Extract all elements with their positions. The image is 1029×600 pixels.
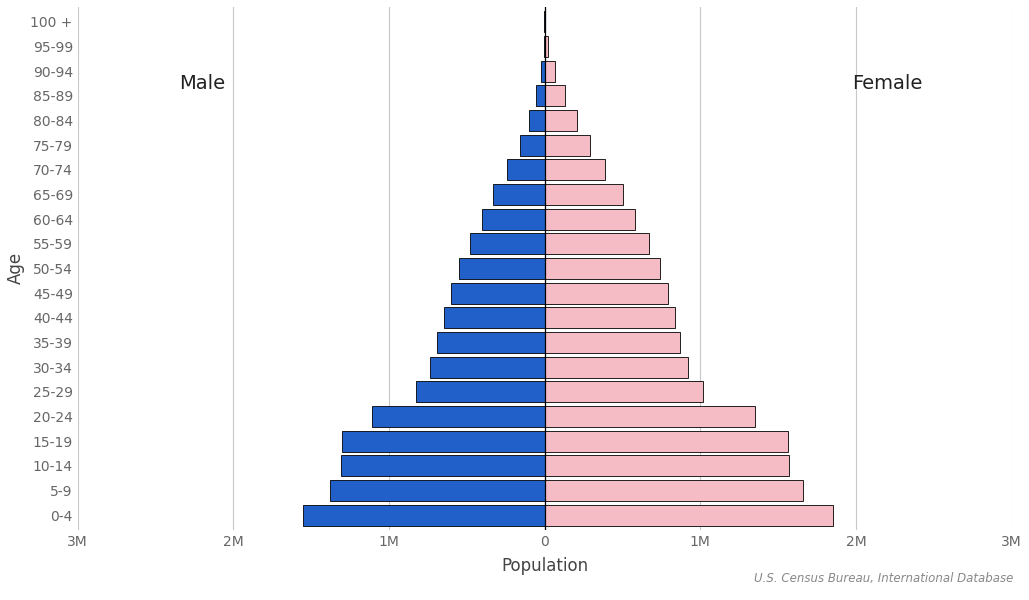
Bar [544,505,832,526]
Bar [541,61,544,82]
Bar [459,258,544,279]
X-axis label: Population: Population [501,557,589,575]
Bar [304,505,544,526]
Bar [544,134,590,155]
Bar [452,283,544,304]
Bar [343,431,544,452]
Bar [507,159,544,180]
Bar [416,381,544,402]
Bar [544,209,635,230]
Bar [544,184,623,205]
Bar [437,332,544,353]
Bar [429,356,544,377]
Text: Male: Male [179,74,225,93]
Bar [544,258,660,279]
Bar [544,455,789,476]
Bar [544,85,565,106]
Bar [544,36,548,57]
Bar [544,159,605,180]
Bar [536,85,544,106]
Bar [371,406,544,427]
Bar [543,36,544,57]
Bar [544,406,755,427]
Bar [483,209,544,230]
Bar [330,480,544,501]
Bar [544,110,577,131]
Bar [544,381,704,402]
Text: Female: Female [852,74,922,93]
Bar [544,431,787,452]
Bar [544,283,668,304]
Bar [544,233,649,254]
Bar [544,307,675,328]
Bar [544,480,803,501]
Y-axis label: Age: Age [7,253,25,284]
Text: U.S. Census Bureau, International Database: U.S. Census Bureau, International Databa… [754,572,1014,585]
Bar [544,61,555,82]
Bar [529,110,544,131]
Bar [544,356,688,377]
Bar [493,184,544,205]
Bar [544,332,680,353]
Bar [470,233,544,254]
Bar [443,307,544,328]
Bar [341,455,544,476]
Bar [520,134,544,155]
